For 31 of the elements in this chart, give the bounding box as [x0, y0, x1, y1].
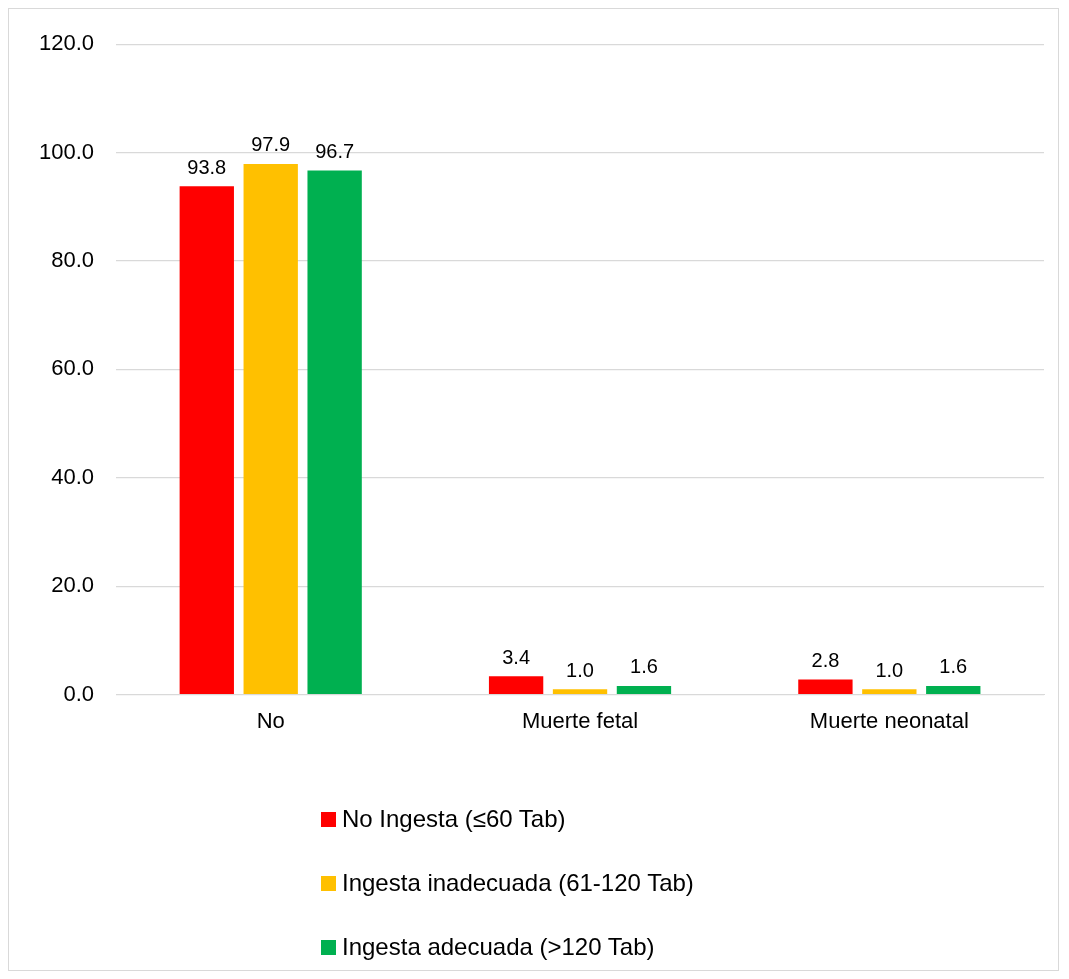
bar	[307, 170, 362, 694]
data-label: 1.6	[939, 655, 968, 678]
y-tick-label: 100.0	[38, 138, 95, 164]
data-label: 1.6	[630, 655, 658, 678]
data-label: 1.0	[875, 658, 904, 681]
y-tick-label: 0.0	[63, 680, 95, 706]
data-label: 97.9	[251, 133, 291, 156]
y-tick-label: 80.0	[51, 247, 95, 273]
legend-label: Ingesta adecuada (>120 Tab)	[342, 933, 655, 961]
y-tick-label: 60.0	[51, 355, 95, 381]
y-tick-label: 120.0	[38, 30, 95, 56]
y-tick-label: 40.0	[51, 463, 95, 489]
data-label: 93.8	[187, 155, 227, 178]
data-label: 1.0	[566, 658, 594, 681]
bar	[552, 689, 608, 694]
bar	[179, 186, 234, 694]
bar	[616, 685, 672, 694]
bar	[862, 689, 917, 694]
x-tick-label: No	[256, 707, 285, 733]
bar	[926, 685, 981, 694]
x-tick-label: Muerte neonatal	[809, 707, 969, 733]
y-tick-label: 20.0	[51, 572, 95, 598]
x-tick-label: Muerte fetal	[521, 707, 639, 733]
legend-label: Ingesta inadecuada (61-120 Tab)	[342, 869, 694, 897]
data-label: 2.8	[811, 648, 840, 671]
bar	[243, 163, 298, 694]
data-label: 3.4	[502, 645, 531, 668]
data-label: 96.7	[315, 140, 355, 162]
bar	[488, 676, 544, 694]
bar	[798, 679, 853, 694]
legend-label: No Ingesta (≤60 Tab)	[342, 805, 566, 833]
